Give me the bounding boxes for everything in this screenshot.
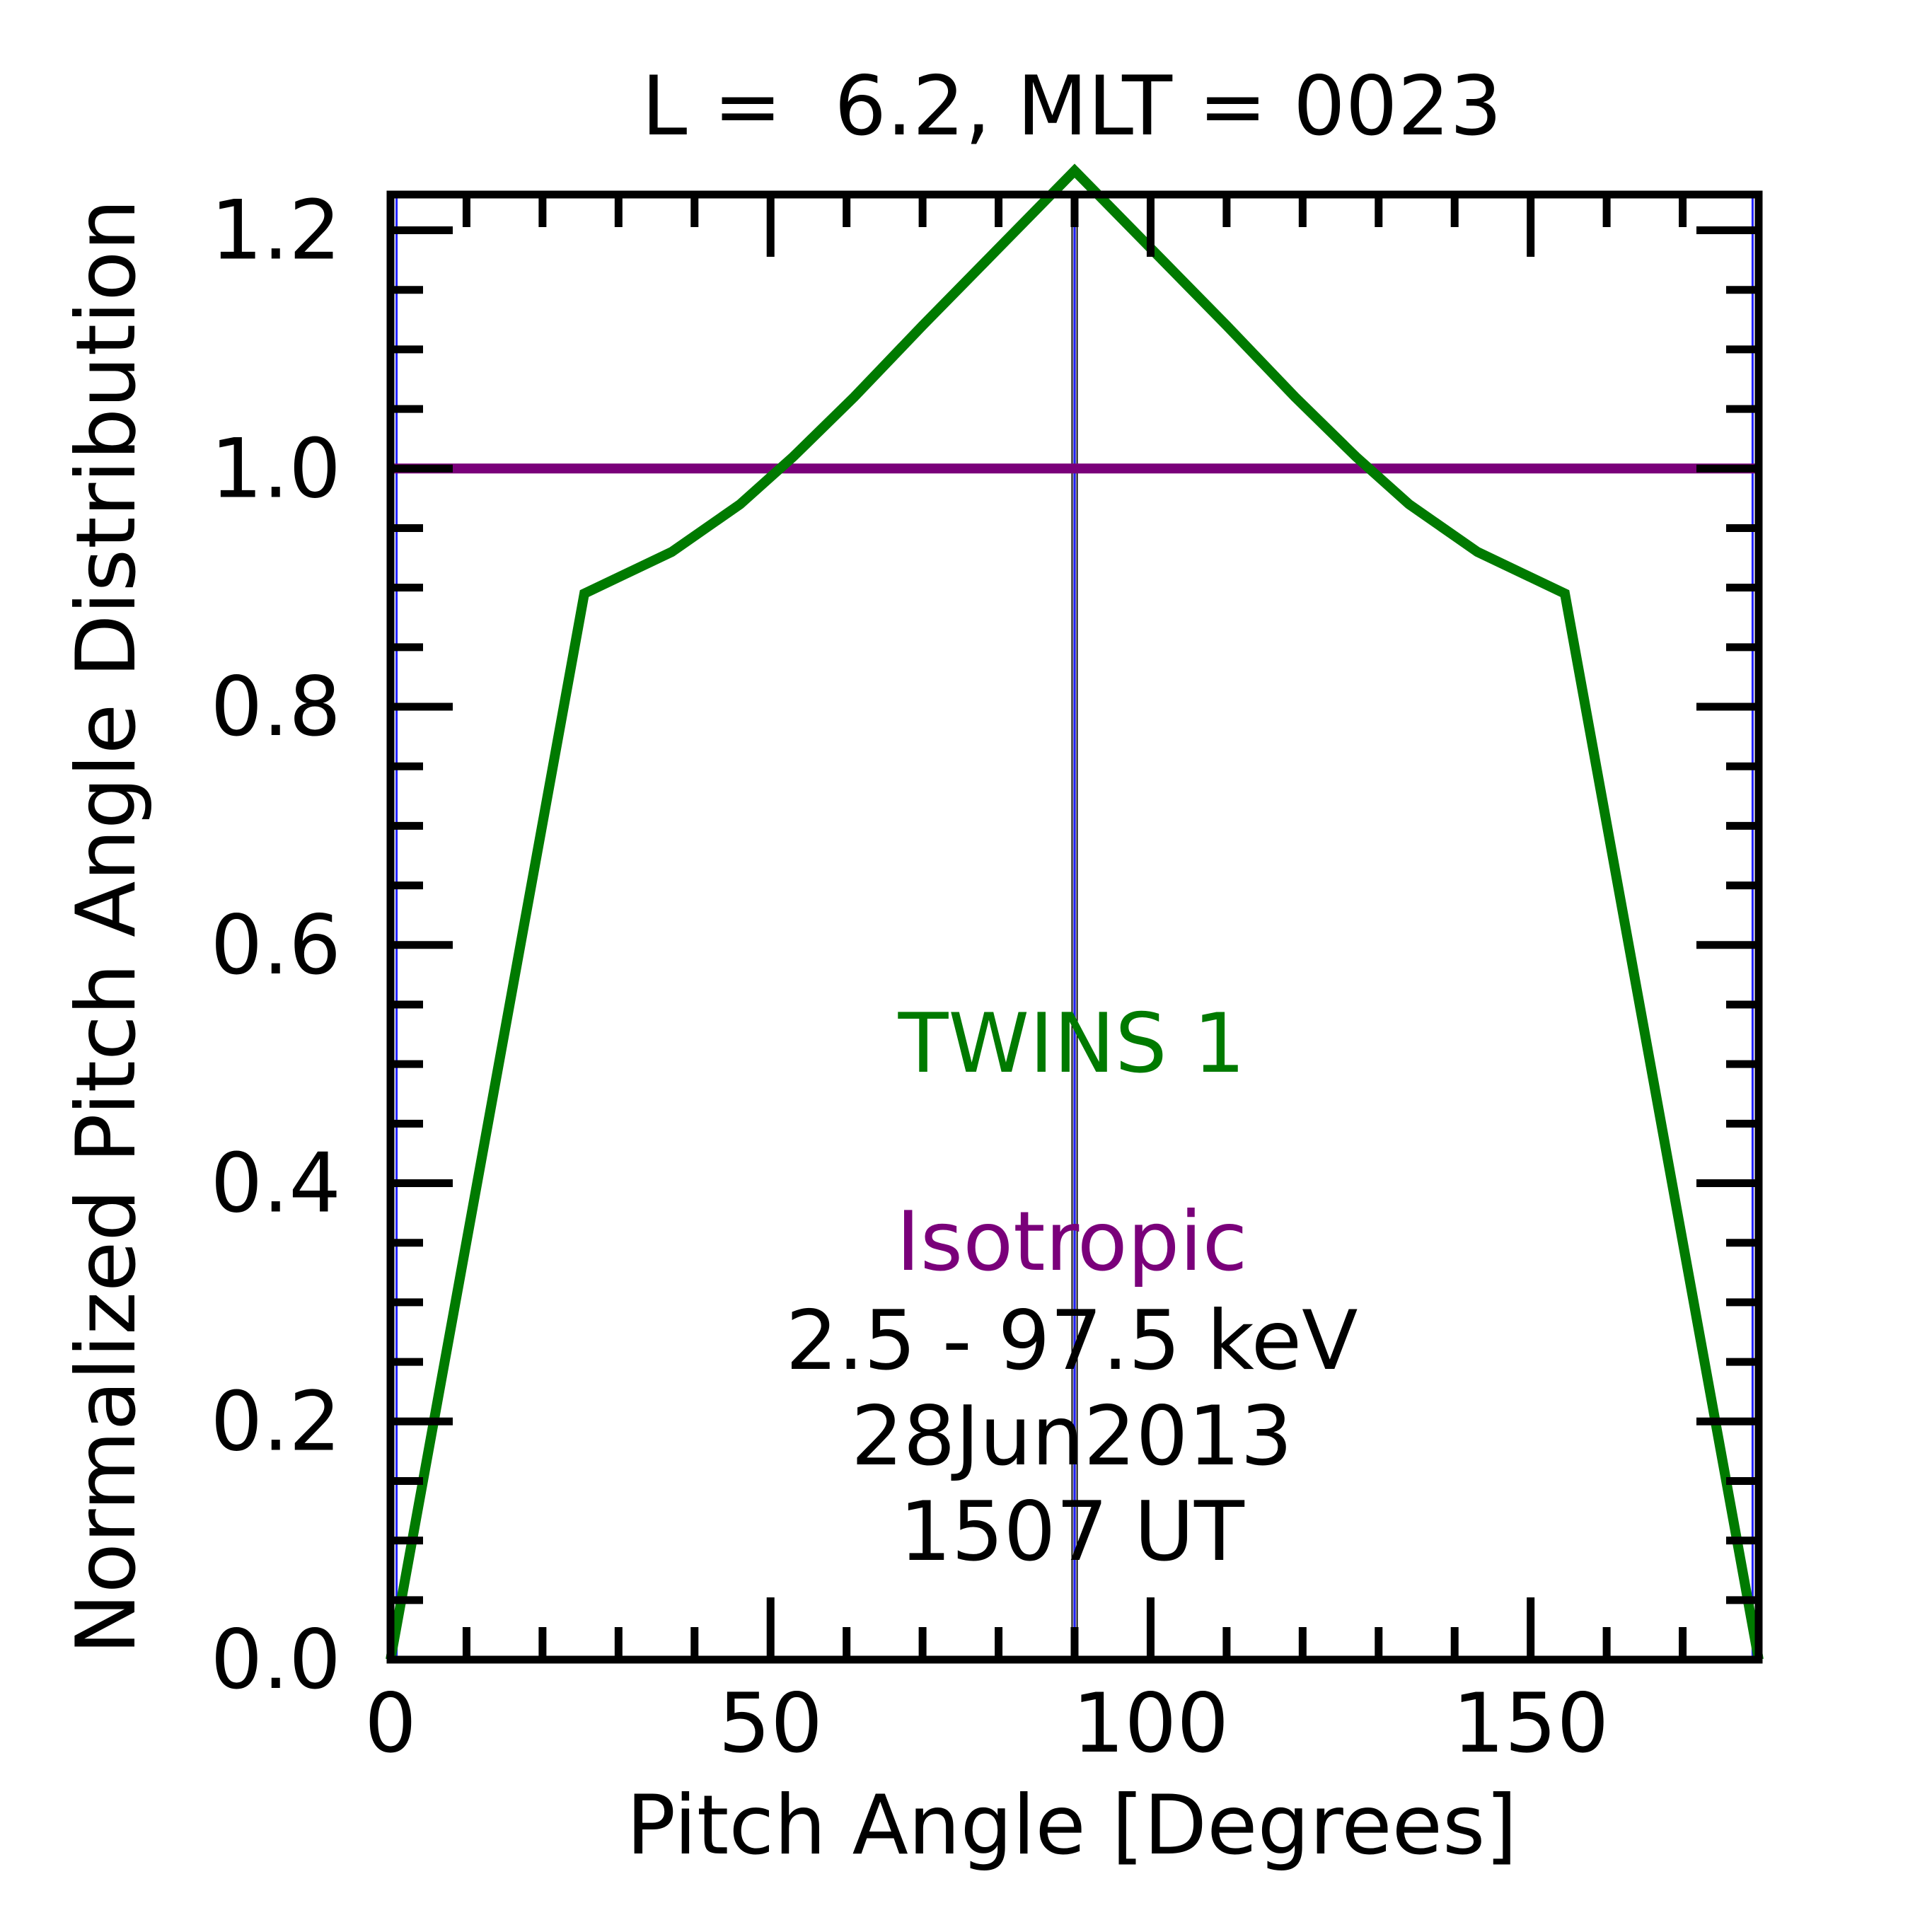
y-tick-label: 1.0 (211, 421, 341, 516)
series-line-twins-1 (386, 163, 1764, 1661)
energy-range-label: 2.5 - 97.5 keV (786, 1293, 1358, 1389)
x-tick-label: 0 (364, 1676, 417, 1771)
y-tick-labels: 0.0 0.2 0.4 0.6 0.8 1.0 1.2 (211, 183, 341, 1708)
chart-title: L = 6.2, MLT = 0023 (642, 59, 1502, 154)
y-tick-label: 0.2 (211, 1374, 341, 1469)
series-lines (386, 163, 1764, 1661)
y-tick-label: 0.8 (211, 659, 341, 755)
time-label: 1507 UT (899, 1484, 1245, 1580)
isotropic-series-label: Isotropic (896, 1194, 1248, 1290)
y-axis-label: Normalized Pitch Angle Distribution (59, 199, 154, 1655)
x-tick-label: 100 (1072, 1676, 1229, 1771)
x-axis-label: Pitch Angle [Degrees] (626, 1778, 1517, 1873)
twins-series-label: TWINS 1 (898, 996, 1246, 1092)
x-tick-label: 50 (718, 1676, 823, 1771)
x-tick-label: 150 (1452, 1676, 1609, 1771)
y-tick-label: 0.0 (211, 1612, 341, 1708)
y-tick-label: 0.4 (211, 1136, 341, 1232)
reference-lines (395, 195, 1754, 1660)
date-label: 28Jun2013 (851, 1389, 1292, 1484)
axis-ticks (391, 195, 1759, 1660)
y-tick-label: 1.2 (211, 183, 341, 279)
x-tick-labels: 0 50 100 150 (364, 1676, 1609, 1771)
y-tick-label: 0.6 (211, 898, 341, 993)
